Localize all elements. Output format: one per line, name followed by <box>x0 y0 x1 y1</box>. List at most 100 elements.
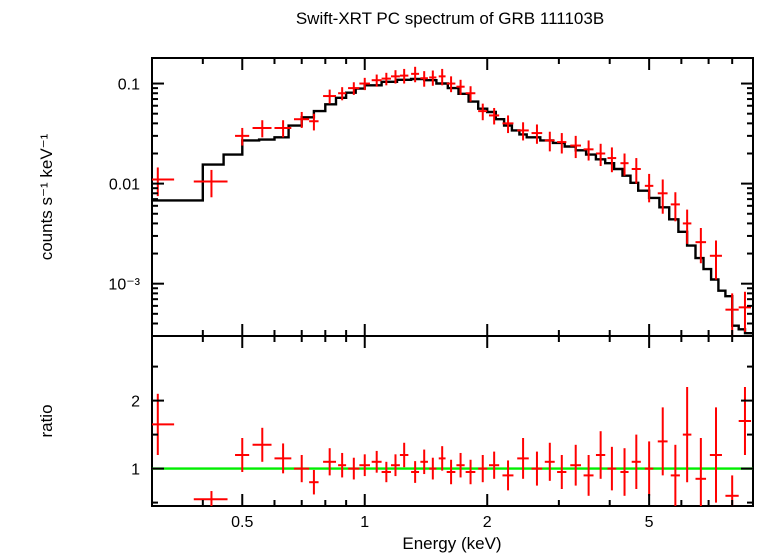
spectrum-data-point <box>411 66 420 83</box>
spectrum-data-point <box>725 293 739 336</box>
spectrum-ticks: 0.1 0.01 10⁻³ <box>108 58 754 336</box>
ratio-data-point <box>359 454 370 477</box>
x-tick-label: 1 <box>360 514 369 531</box>
spectrum-data-point <box>438 68 446 86</box>
ratio-data-point <box>381 461 391 483</box>
spectrum-data-point <box>620 153 629 176</box>
ratio-data-point <box>465 459 476 485</box>
ratio-data-point <box>420 449 428 475</box>
x-tick-label: 5 <box>645 514 654 531</box>
spectrum-data-point <box>631 158 641 184</box>
ratio-data-point <box>371 450 382 473</box>
x-axis-label: Energy (keV) <box>402 534 501 553</box>
spectrum-data-point <box>420 71 428 87</box>
ratio-data-point <box>583 455 594 496</box>
ratio-data-point <box>438 446 446 471</box>
ratio-data-point <box>709 407 722 503</box>
ratio-data-point <box>338 452 347 478</box>
spectrum-data-point <box>381 72 391 86</box>
spectrum-data-point <box>502 115 514 134</box>
ratio-data-point <box>682 387 692 483</box>
ratio-data-point <box>531 451 543 486</box>
spectrum-data-point <box>390 70 400 84</box>
spectrum-data-point <box>429 70 437 86</box>
spectrum-data-point <box>152 167 175 197</box>
spectrum-data-point <box>644 173 654 203</box>
ratio-data-point <box>456 452 465 478</box>
spectrum-data-point <box>531 124 543 144</box>
ratio-data-point <box>695 438 707 506</box>
spectrum-data-point <box>252 120 272 138</box>
ratio-points <box>152 387 752 506</box>
ratio-y-tick-label: 1 <box>131 462 140 479</box>
spectrum-data-point <box>488 107 500 125</box>
spectrum-data-point <box>446 76 456 93</box>
spectrum-data-point <box>478 103 488 121</box>
chart-title: Swift-XRT PC spectrum of GRB 111103B <box>296 9 604 28</box>
spectrum-data-point <box>570 135 581 159</box>
ratio-data-point <box>429 457 437 480</box>
spectrum-data-point <box>465 86 476 102</box>
ratio-panel: 1 2 0.5 1 2 5 ratio Energy (keV) <box>37 335 754 553</box>
spectrum-data-point <box>709 240 722 280</box>
spectrum-data-point <box>657 179 668 214</box>
ratio-data-point <box>670 444 680 506</box>
ratio-data-point <box>570 444 581 486</box>
spectrum-data-point <box>607 147 617 173</box>
ratio-data-point <box>644 441 654 496</box>
spectrum-data-point <box>670 192 680 222</box>
ratio-data-point <box>657 407 668 476</box>
spectrum-data-point <box>595 143 606 166</box>
spectrum-data-point <box>348 82 360 95</box>
spectrum-data-point <box>235 127 250 146</box>
spectrum-y-tick-label: 0.01 <box>109 177 140 194</box>
ratio-data-point <box>193 491 228 506</box>
spectrum-data-point <box>274 120 292 138</box>
ratio-data-point <box>293 455 310 483</box>
ratio-data-point <box>252 427 272 462</box>
ratio-data-point <box>620 448 629 496</box>
ratio-data-point <box>446 459 456 485</box>
ratio-data-point <box>544 442 555 481</box>
ratio-data-point <box>348 457 360 480</box>
ratio-data-point <box>411 461 420 483</box>
spectrum-data-point <box>557 133 567 154</box>
ratio-data-point <box>738 387 752 455</box>
ratio-frame <box>151 335 754 507</box>
ratio-data-point <box>309 469 319 495</box>
spectrum-points <box>152 66 752 336</box>
spectrum-data-point <box>682 209 692 244</box>
spectrum-data-point <box>738 291 752 332</box>
spectrum-data-point <box>399 68 409 84</box>
ratio-y-axis-label: ratio <box>37 404 56 437</box>
spectrum-data-point <box>517 122 529 141</box>
x-tick-label: 2 <box>483 514 492 531</box>
spectrum-data-point <box>371 74 382 87</box>
spectrum-y-tick-label: 10⁻³ <box>108 277 140 294</box>
ratio-data-point <box>557 455 567 489</box>
ratio-data-point <box>478 455 488 483</box>
spectrum-data-point <box>544 131 555 152</box>
spectrum-data-point <box>456 79 465 95</box>
ratio-data-point <box>488 451 500 479</box>
spectrum-data-point <box>338 87 347 101</box>
spectrum-y-tick-label: 0.1 <box>118 77 140 94</box>
spectrum-data-point <box>293 111 310 128</box>
spectrum-y-axis-label: counts s⁻¹ keV⁻¹ <box>37 133 56 260</box>
ratio-y-tick-label: 2 <box>131 394 140 411</box>
ratio-data-point <box>152 393 175 455</box>
spectrum-data-point <box>193 169 228 198</box>
ratio-data-point <box>631 434 641 489</box>
ratio-data-point <box>517 438 529 479</box>
ratio-data-point <box>274 443 292 474</box>
ratio-ticks: 1 2 0.5 1 2 5 <box>131 336 754 531</box>
spectrum-panel: 0.1 0.01 10⁻³ counts s⁻¹ keV⁻¹ <box>37 57 754 337</box>
spectrum-data-point <box>583 140 594 161</box>
spectrum-data-point <box>695 228 707 264</box>
ratio-data-point <box>390 454 400 477</box>
x-tick-label: 0.5 <box>231 514 253 531</box>
ratio-data-point <box>323 448 337 476</box>
ratio-data-point <box>502 460 514 491</box>
spectrum-data-point <box>309 113 319 131</box>
